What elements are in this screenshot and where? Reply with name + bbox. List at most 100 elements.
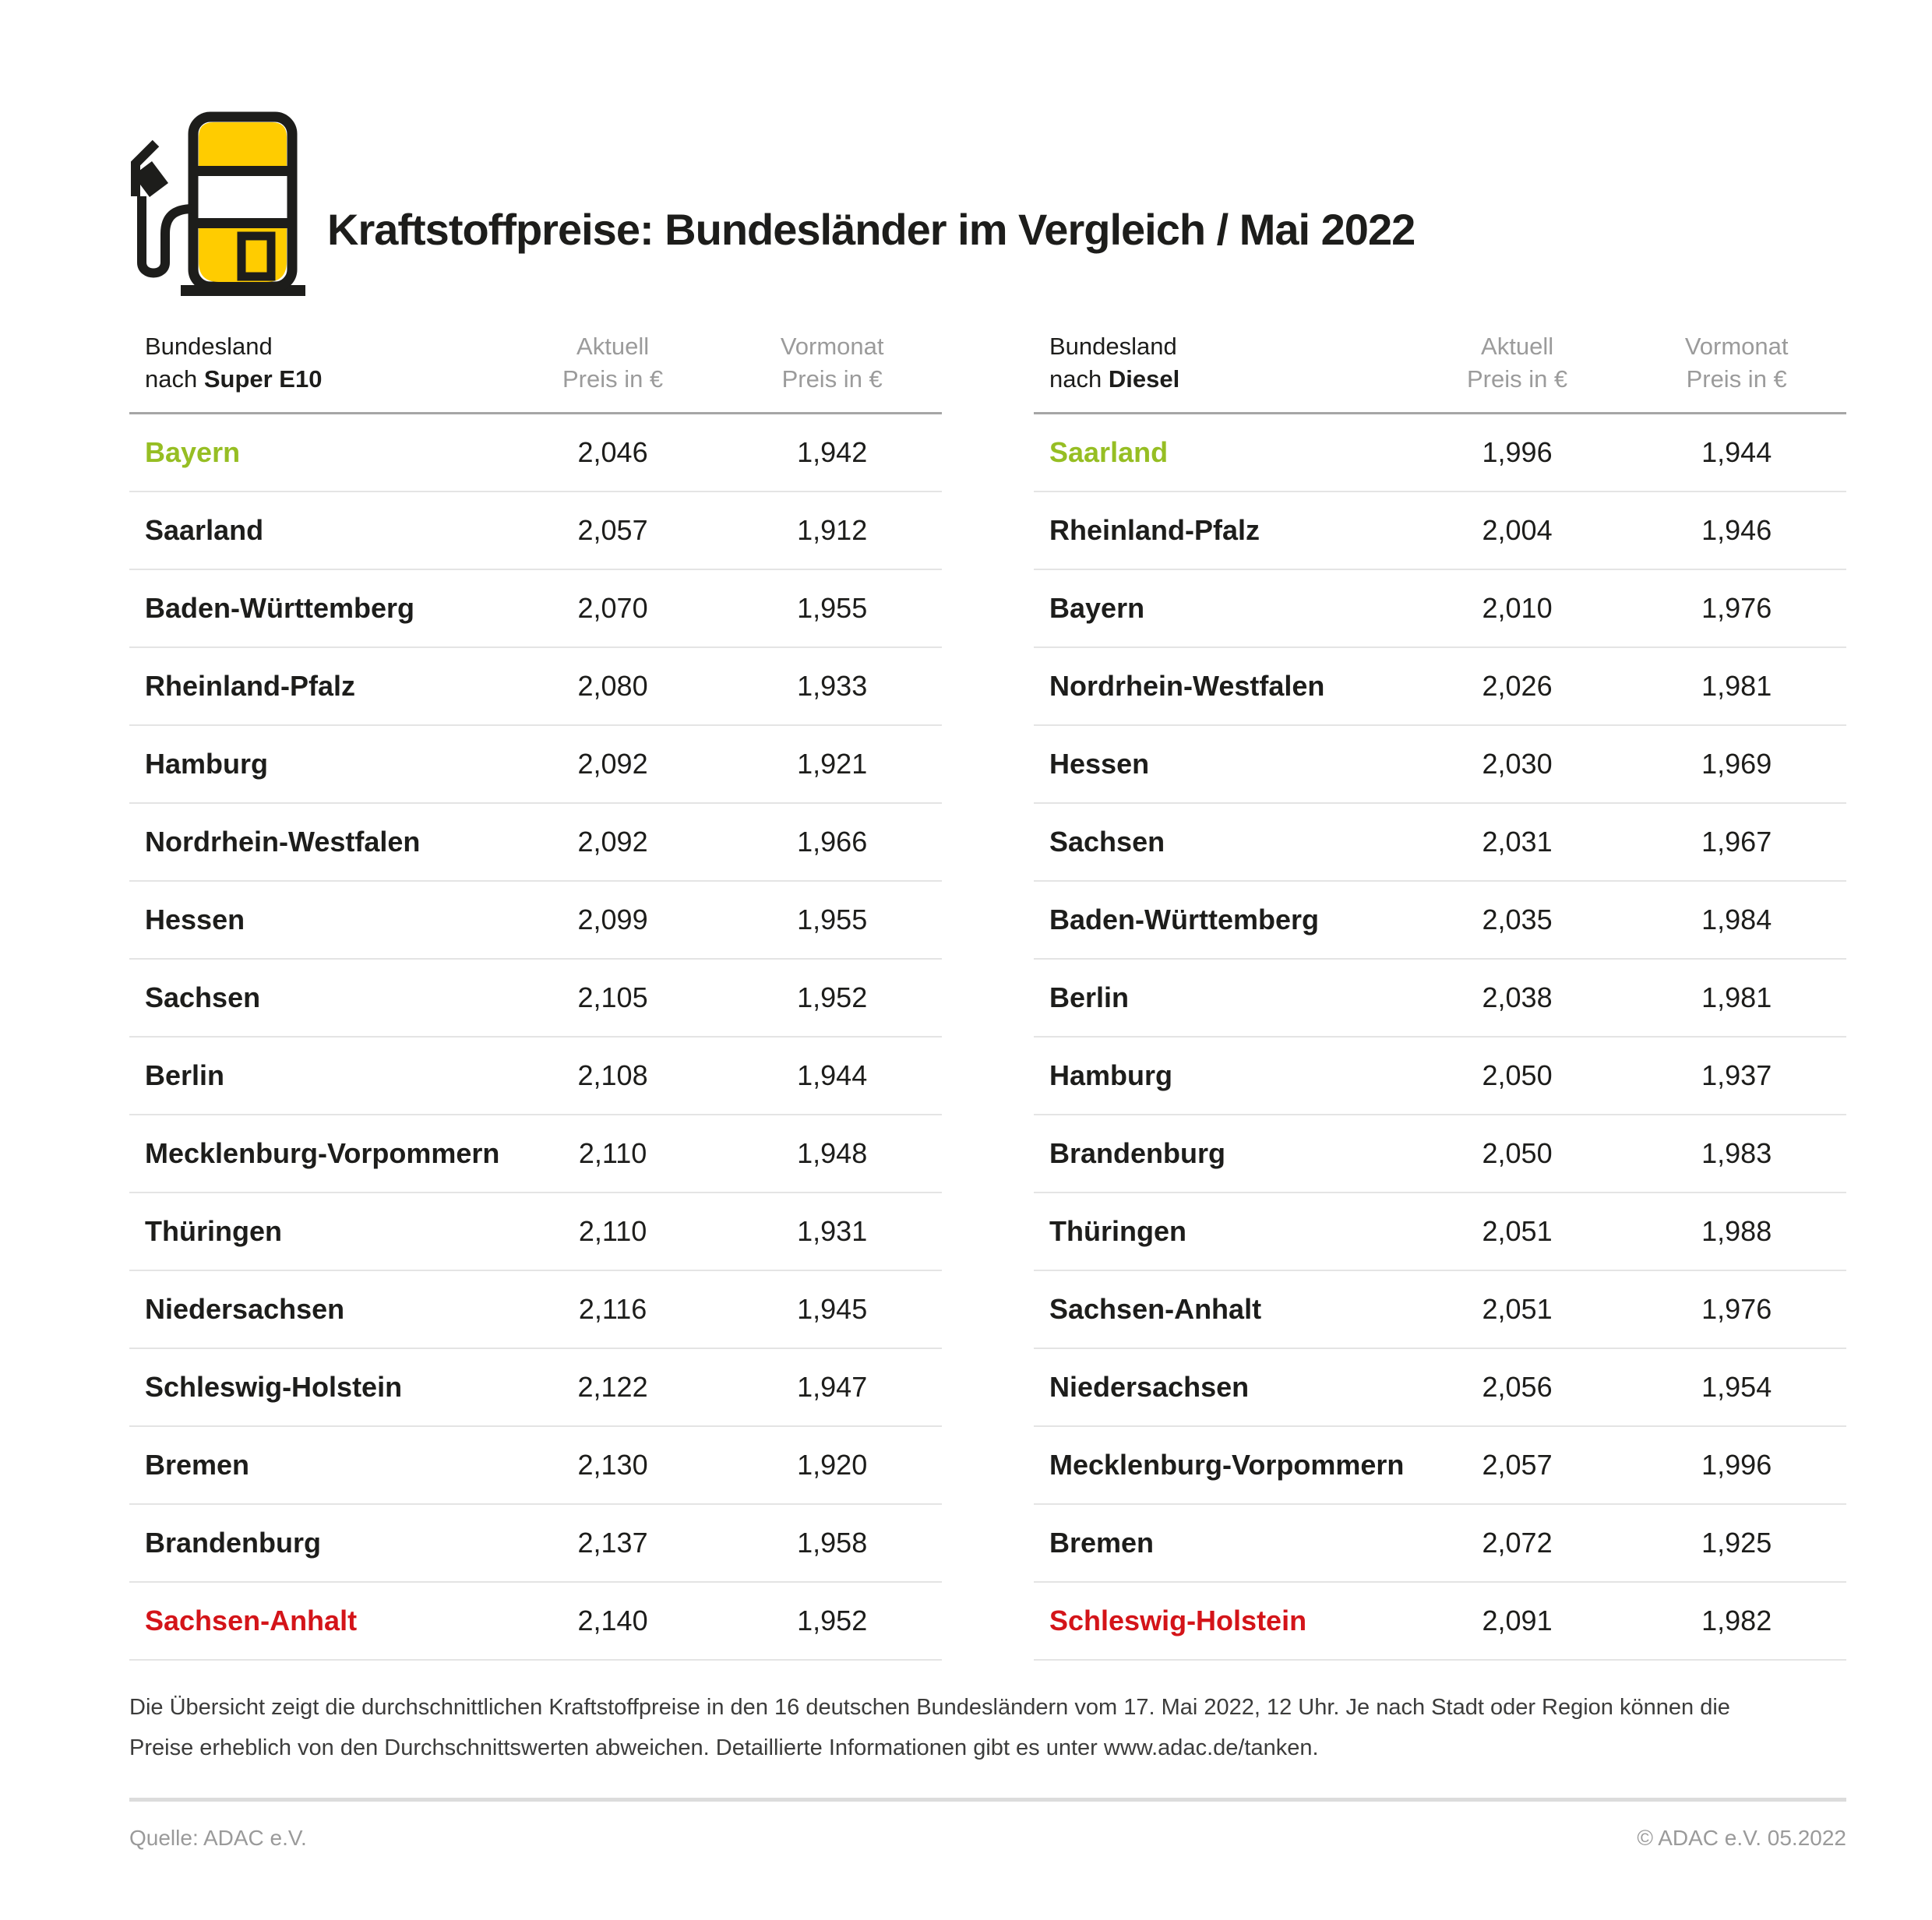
price-aktuell: 2,080 (577, 670, 648, 702)
price-aktuell: 2,010 (1482, 592, 1553, 624)
state-name: Thüringen (1049, 1215, 1186, 1247)
state-name: Hessen (145, 904, 245, 935)
price-vormonat: 1,947 (797, 1371, 868, 1403)
price-vormonat: 1,969 (1701, 748, 1772, 780)
state-name: Berlin (1049, 981, 1130, 1013)
column-header-aktuell: Aktuell Preis in € (503, 330, 723, 412)
column-header-vormonat-line2: Preis in € (1686, 365, 1787, 393)
price-vormonat: 1,948 (797, 1137, 868, 1169)
table-row: Saarland 1,996 1,944 (1034, 414, 1846, 492)
price-vormonat: 1,966 (797, 826, 868, 858)
state-name: Nordrhein-Westfalen (145, 826, 421, 858)
price-vormonat: 1,937 (1701, 1059, 1772, 1091)
state-name: Sachsen (145, 981, 261, 1013)
state-name: Baden-Württemberg (145, 592, 415, 624)
price-vormonat: 1,921 (797, 748, 868, 780)
state-name: Saarland (1049, 436, 1169, 468)
table-row: Hessen 2,099 1,955 (129, 882, 942, 960)
column-header-vormonat-line1: Vormonat (780, 333, 884, 360)
column-header-state-prefix: nach (145, 365, 204, 393)
source-label: Quelle: ADAC e.V. (129, 1826, 307, 1850)
source-row: Quelle: ADAC e.V. © ADAC e.V. 05.2022 (129, 1826, 1846, 1851)
state-name: Sachsen (1049, 826, 1165, 858)
price-vormonat: 1,944 (797, 1059, 868, 1091)
price-aktuell: 2,137 (577, 1527, 648, 1559)
state-name: Niedersachsen (145, 1293, 345, 1325)
price-aktuell: 2,070 (577, 592, 648, 624)
state-name: Schleswig-Holstein (1049, 1605, 1307, 1636)
price-vormonat: 1,925 (1701, 1527, 1772, 1559)
state-name: Bremen (145, 1449, 250, 1481)
column-header-aktuell-line1: Aktuell (1481, 333, 1554, 360)
copyright-label: © ADAC e.V. 05.2022 (1637, 1826, 1846, 1850)
price-vormonat: 1,933 (797, 670, 868, 702)
price-vormonat: 1,976 (1701, 1293, 1772, 1325)
state-name: Sachsen-Anhalt (1049, 1293, 1262, 1325)
state-name: Mecklenburg-Vorpommern (145, 1137, 500, 1169)
price-aktuell: 2,026 (1482, 670, 1553, 702)
footer-divider (129, 1798, 1846, 1802)
price-vormonat: 1,912 (797, 514, 868, 546)
table-row: Saarland 2,057 1,912 (129, 492, 942, 570)
price-aktuell: 2,035 (1482, 904, 1553, 935)
price-aktuell: 2,105 (577, 981, 648, 1013)
price-vormonat: 1,945 (797, 1293, 868, 1325)
footnote-line2: Preise erheblich von den Durchschnittswe… (129, 1735, 1319, 1760)
table-row: Sachsen 2,105 1,952 (129, 960, 942, 1038)
price-aktuell: 2,099 (577, 904, 648, 935)
table-super-e10: Bundesland nach Super E10 Aktuell Preis … (129, 330, 942, 1661)
state-name: Niedersachsen (1049, 1371, 1250, 1403)
state-name: Hamburg (145, 748, 269, 780)
price-aktuell: 2,092 (577, 826, 648, 858)
price-aktuell: 2,046 (577, 436, 648, 468)
price-tables: Bundesland nach Super E10 Aktuell Preis … (129, 330, 1846, 1661)
price-vormonat: 1,955 (797, 904, 868, 935)
state-name: Thüringen (145, 1215, 282, 1247)
table-row: Hamburg 2,050 1,937 (1034, 1038, 1846, 1115)
state-name: Rheinland-Pfalz (1049, 514, 1260, 546)
table-row: Sachsen 2,031 1,967 (1034, 804, 1846, 882)
column-header-state-prefix: nach (1049, 365, 1109, 393)
table-row: Thüringen 2,051 1,988 (1034, 1193, 1846, 1271)
state-name: Sachsen-Anhalt (145, 1605, 358, 1636)
state-name: Hamburg (1049, 1059, 1173, 1091)
state-name: Brandenburg (1049, 1137, 1226, 1169)
table-row: Schleswig-Holstein 2,091 1,982 (1034, 1583, 1846, 1661)
table-row: Berlin 2,038 1,981 (1034, 960, 1846, 1038)
price-aktuell: 2,122 (577, 1371, 648, 1403)
price-aktuell: 2,110 (578, 1215, 647, 1247)
price-aktuell: 2,130 (577, 1449, 648, 1481)
price-vormonat: 1,954 (1701, 1371, 1772, 1403)
price-vormonat: 1,967 (1701, 826, 1772, 858)
price-aktuell: 2,038 (1482, 981, 1553, 1013)
table-row: Schleswig-Holstein 2,122 1,947 (129, 1349, 942, 1427)
table-row: Hamburg 2,092 1,921 (129, 726, 942, 804)
price-aktuell: 2,057 (577, 514, 648, 546)
table-row: Nordrhein-Westfalen 2,026 1,981 (1034, 648, 1846, 726)
state-name: Rheinland-Pfalz (145, 670, 356, 702)
price-vormonat: 1,981 (1701, 981, 1772, 1013)
price-aktuell: 2,051 (1482, 1215, 1553, 1247)
price-vormonat: 1,942 (797, 436, 868, 468)
state-name: Nordrhein-Westfalen (1049, 670, 1325, 702)
page-title: Kraftstoffpreise: Bundesländer im Vergle… (327, 205, 1416, 254)
table-row: Bayern 2,010 1,976 (1034, 570, 1846, 648)
price-vormonat: 1,981 (1701, 670, 1772, 702)
price-aktuell: 2,050 (1482, 1137, 1553, 1169)
table-row: Bayern 2,046 1,942 (129, 414, 942, 492)
price-aktuell: 2,031 (1482, 826, 1553, 858)
table-row: Hessen 2,030 1,969 (1034, 726, 1846, 804)
price-aktuell: 2,050 (1482, 1059, 1553, 1091)
price-aktuell: 2,110 (578, 1137, 647, 1169)
price-aktuell: 2,140 (577, 1605, 648, 1636)
price-vormonat: 1,988 (1701, 1215, 1772, 1247)
state-name: Hessen (1049, 748, 1150, 780)
footnote-line1: Die Übersicht zeigt die durchschnittlich… (129, 1695, 1730, 1720)
table-row: Berlin 2,108 1,944 (129, 1038, 942, 1115)
column-header-fuel-type: Diesel (1108, 365, 1180, 393)
state-name: Berlin (145, 1059, 225, 1091)
state-name: Bayern (1049, 592, 1145, 624)
table-row: Sachsen-Anhalt 2,140 1,952 (129, 1583, 942, 1661)
table-row: Bremen 2,130 1,920 (129, 1427, 942, 1505)
table-header: Bundesland nach Super E10 Aktuell Preis … (129, 330, 942, 414)
